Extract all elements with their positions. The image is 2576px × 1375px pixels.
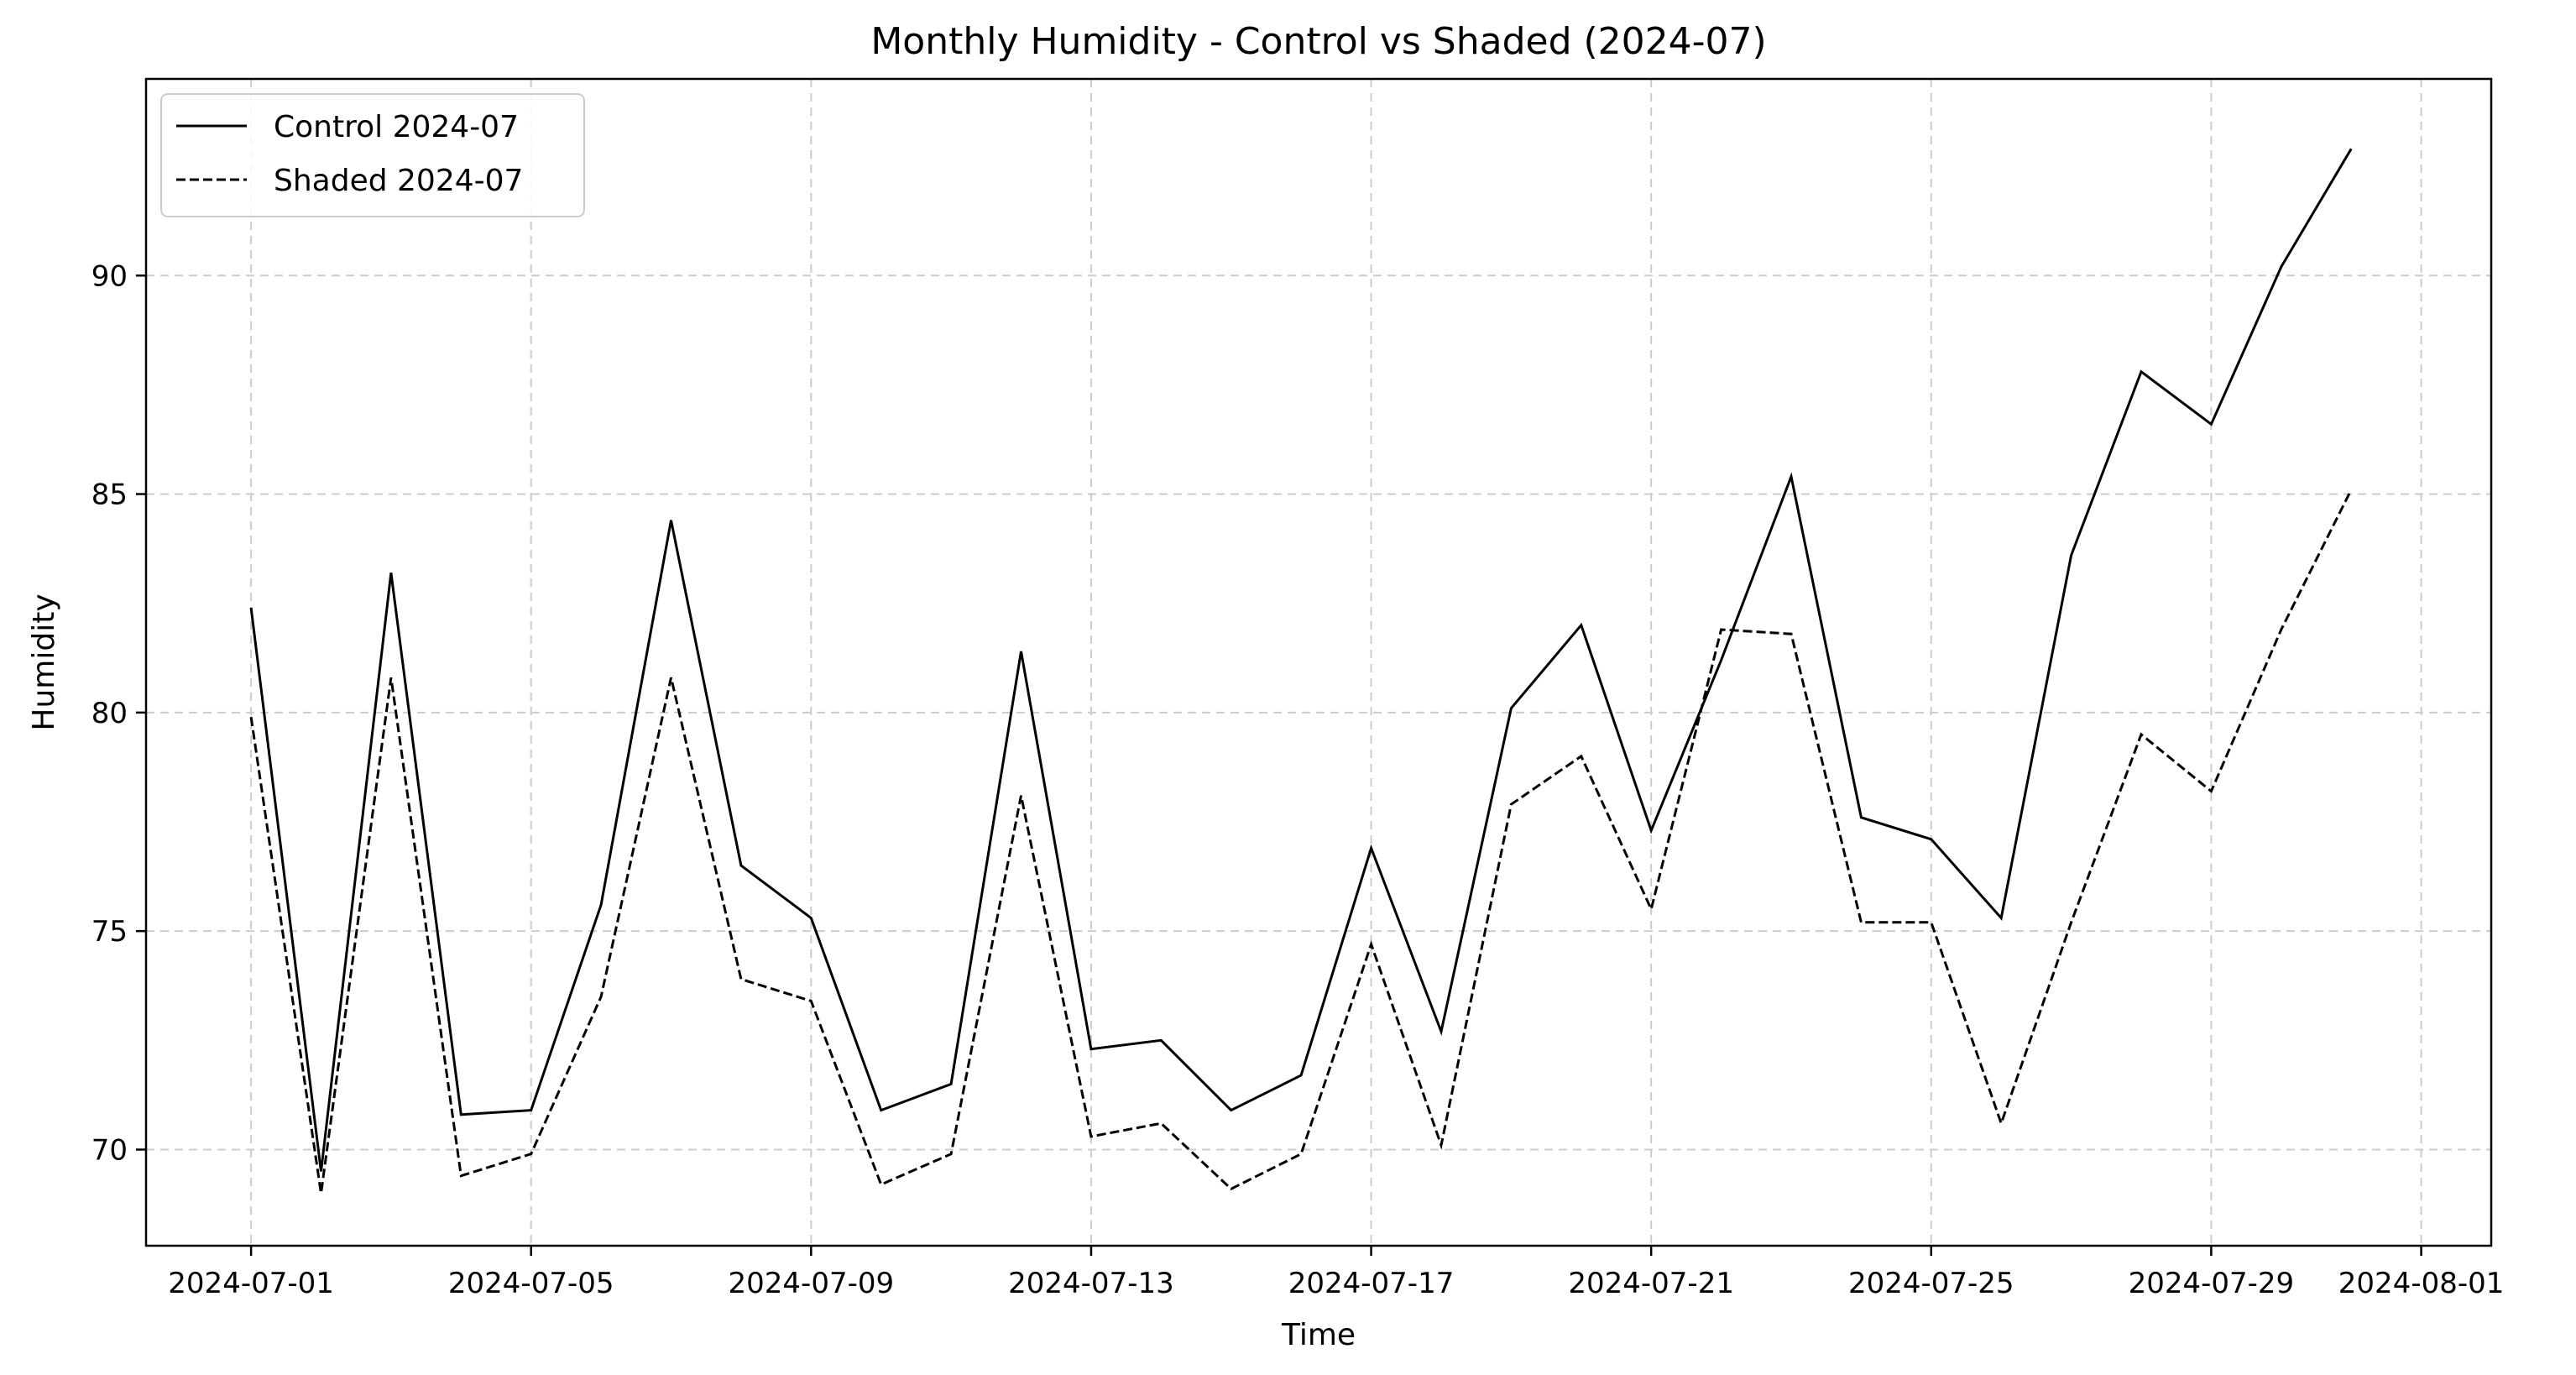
- y-tick-label: 70: [91, 1133, 128, 1167]
- axis-ticks: 2024-07-01 2024-07-05 2024-07-09 2024-07-13…: [91, 259, 2505, 1300]
- legend-label: Control 2024-07: [274, 110, 519, 144]
- plot-area-frame: [144, 77, 2493, 1247]
- y-axis-label: Humidity: [27, 593, 61, 730]
- grid: [146, 79, 2491, 1246]
- y-tick-label: 85: [91, 478, 128, 512]
- x-tick-label: 2024-07-17: [1288, 1267, 1455, 1300]
- chart-title: Monthly Humidity - Control vs Shaded (20…: [870, 20, 1766, 63]
- y-tick-label: 75: [91, 915, 128, 949]
- y-tick-label: 80: [91, 697, 128, 730]
- x-tick-label: 2024-08-01: [2338, 1267, 2505, 1300]
- x-tick-label: 2024-07-05: [448, 1267, 614, 1300]
- x-tick-label: 2024-07-09: [729, 1267, 895, 1300]
- x-tick-label: 2024-07-13: [1008, 1267, 1174, 1300]
- x-tick-label: 2024-07-29: [2129, 1267, 2295, 1300]
- x-tick-label: 2024-07-25: [1848, 1267, 2014, 1300]
- x-tick-label: 2024-07-01: [168, 1267, 334, 1300]
- legend-box: [160, 93, 585, 217]
- series-lines: [249, 148, 2353, 1194]
- series-line-control: [249, 148, 2353, 1172]
- series-line-shaded: [249, 489, 2353, 1194]
- y-tick-label: 90: [91, 259, 128, 293]
- legend-label: Shaded 2024-07: [274, 164, 523, 198]
- x-axis-label: Time: [1281, 1318, 1356, 1352]
- x-tick-label: 2024-07-21: [1568, 1267, 1734, 1300]
- legend: Control 2024-07 Shaded 2024-07: [160, 93, 585, 217]
